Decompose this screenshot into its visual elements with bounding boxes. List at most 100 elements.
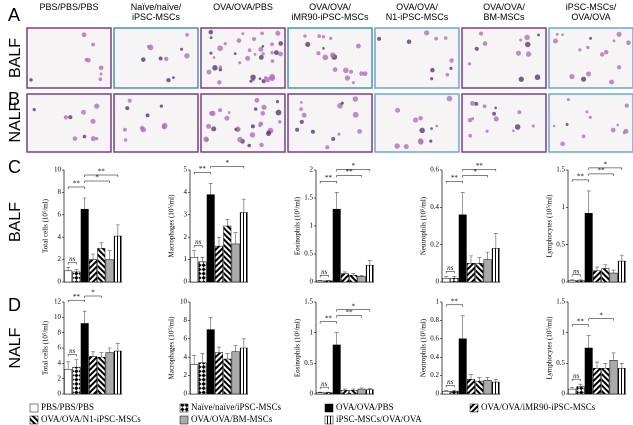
- significance-bracket: [462, 175, 488, 178]
- image-label: OVA/OVA/PBS: [213, 2, 273, 12]
- significance-bracket: [336, 309, 371, 312]
- error-bar: [611, 269, 616, 274]
- significance-bracket: [336, 315, 362, 318]
- error-bar: [326, 280, 331, 281]
- bar: [80, 323, 89, 395]
- cell: [524, 34, 530, 41]
- cell: [561, 33, 564, 37]
- bar: [64, 270, 73, 283]
- cell: [449, 58, 454, 63]
- bar: [239, 212, 248, 283]
- cell: [81, 32, 87, 38]
- cell: [531, 124, 535, 128]
- significance-label: **: [577, 317, 585, 325]
- cell: [32, 107, 36, 112]
- significance-bracket: [67, 262, 77, 265]
- cell: [261, 45, 265, 48]
- cell: [217, 80, 222, 85]
- error-bar: [107, 347, 112, 353]
- cell: [585, 110, 589, 114]
- significance-bracket: [588, 318, 614, 321]
- y-tick-label: 0.5: [556, 359, 565, 367]
- cell: [277, 120, 282, 124]
- cell: [275, 30, 281, 36]
- bar: [601, 268, 610, 283]
- micrograph: [113, 93, 199, 153]
- cell: [270, 42, 274, 47]
- y-tick-label: 8: [58, 328, 62, 336]
- bar: [113, 235, 122, 283]
- legend-swatch: [179, 415, 189, 425]
- micrograph: [26, 93, 112, 153]
- y-tick-label: 4: [184, 188, 188, 196]
- y-tick-label: 0.5: [304, 250, 313, 258]
- error-bar: [99, 352, 104, 358]
- cell: [332, 67, 338, 72]
- cell: [270, 59, 275, 63]
- significance-label: *: [352, 162, 356, 170]
- significance-bracket: [193, 245, 203, 248]
- cell: [259, 142, 264, 148]
- significance-bracket: [445, 271, 455, 274]
- bar: [609, 272, 618, 283]
- cell: [81, 109, 86, 115]
- row-label: NALF: [7, 327, 24, 368]
- error-bar: [460, 192, 465, 215]
- significance-label: ns: [447, 264, 454, 272]
- significance-label: **: [476, 162, 484, 170]
- cell: [537, 33, 540, 37]
- error-bar: [115, 343, 120, 352]
- significance-label: **: [199, 165, 207, 173]
- cell: [217, 45, 223, 52]
- error-bar: [351, 273, 356, 276]
- legend-swatch: [324, 415, 334, 425]
- cell: [419, 127, 425, 134]
- y-tick-label: 1: [310, 328, 314, 336]
- cell: [99, 72, 103, 76]
- y-tick-label: 2: [58, 255, 62, 263]
- significance-label: **: [73, 293, 81, 301]
- cell: [227, 111, 231, 114]
- cell: [247, 143, 251, 148]
- significance-bracket: [445, 385, 455, 388]
- significance-bracket: [445, 181, 463, 184]
- cell: [435, 124, 439, 128]
- bar: [617, 260, 626, 283]
- cell: [343, 67, 349, 74]
- cell: [337, 103, 343, 109]
- image-label: OVA/OVA/ BM-MSCs: [483, 2, 525, 22]
- error-bar: [334, 192, 339, 210]
- error-bar: [208, 183, 213, 195]
- cell: [325, 145, 330, 150]
- cell: [470, 100, 476, 106]
- cell: [299, 107, 303, 111]
- image-label: OVA/OVA/ N1-iPSC-MSCs: [385, 2, 449, 22]
- error-bar: [477, 377, 482, 382]
- cell: [253, 52, 257, 56]
- row-label: BALF: [7, 202, 24, 242]
- y-axis-label: Macrophages (10⁵/ml): [168, 316, 176, 380]
- significance-bracket: [84, 180, 110, 183]
- cell: [514, 124, 521, 130]
- cell: [482, 41, 488, 46]
- error-bar: [200, 353, 205, 363]
- bar: [341, 273, 349, 283]
- cell: [140, 126, 147, 133]
- cell: [349, 69, 354, 74]
- error-bar: [225, 353, 230, 360]
- significance-label: *: [91, 289, 95, 297]
- cell: [588, 115, 592, 119]
- cell: [95, 137, 99, 141]
- y-tick-label: 0: [436, 278, 440, 286]
- cell: [467, 62, 472, 66]
- error-bar: [200, 257, 205, 262]
- cell: [395, 107, 401, 113]
- error-bar: [192, 250, 197, 258]
- bar: [576, 280, 585, 283]
- significance-label: **: [577, 173, 585, 181]
- cell: [515, 50, 522, 56]
- cell: [185, 32, 189, 37]
- cell: [260, 31, 264, 36]
- bar: [450, 390, 459, 395]
- cell: [238, 61, 242, 65]
